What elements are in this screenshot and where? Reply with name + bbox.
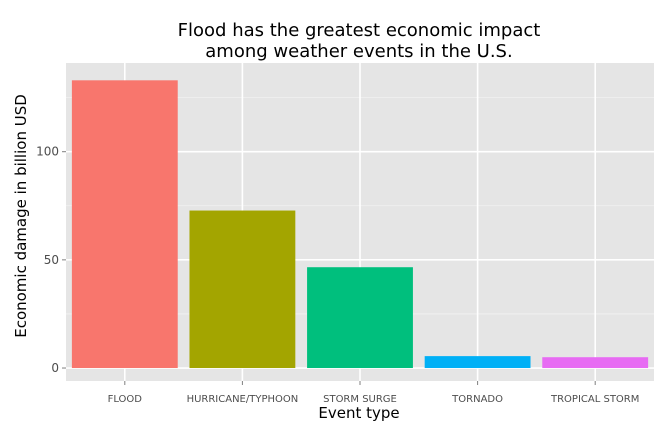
x-axis-title: Event type <box>318 404 399 422</box>
bar-storm-surge <box>307 267 413 369</box>
y-axis-ticks: 0 50 100 <box>36 145 66 375</box>
x-tick-label: STORM SURGE <box>323 394 397 405</box>
chart-title-line-2: among weather events in the U.S. <box>205 41 512 62</box>
bar-flood <box>71 80 178 369</box>
chart-title-line-1: Flood has the greatest economic impact <box>178 20 541 41</box>
y-tick-label: 0 <box>51 361 59 375</box>
bar-tropical-storm <box>542 357 649 369</box>
x-tick-label: FLOOD <box>108 394 143 405</box>
x-tick-label: HURRICANE/TYPHOON <box>187 394 299 405</box>
bar-tornado <box>424 356 531 369</box>
bar-hurricane-typhoon <box>189 210 296 369</box>
bars <box>71 80 649 369</box>
x-tick-label: TORNADO <box>451 394 503 405</box>
x-tick-label: TROPICAL STORM <box>550 394 639 405</box>
x-axis-ticks: FLOOD HURRICANE/TYPHOON STORM SURGE TORNADO… <box>108 381 639 405</box>
y-axis-title: Economic damage in billion USD <box>12 94 30 338</box>
y-tick-label: 100 <box>36 145 59 159</box>
y-tick-label: 50 <box>44 253 59 267</box>
